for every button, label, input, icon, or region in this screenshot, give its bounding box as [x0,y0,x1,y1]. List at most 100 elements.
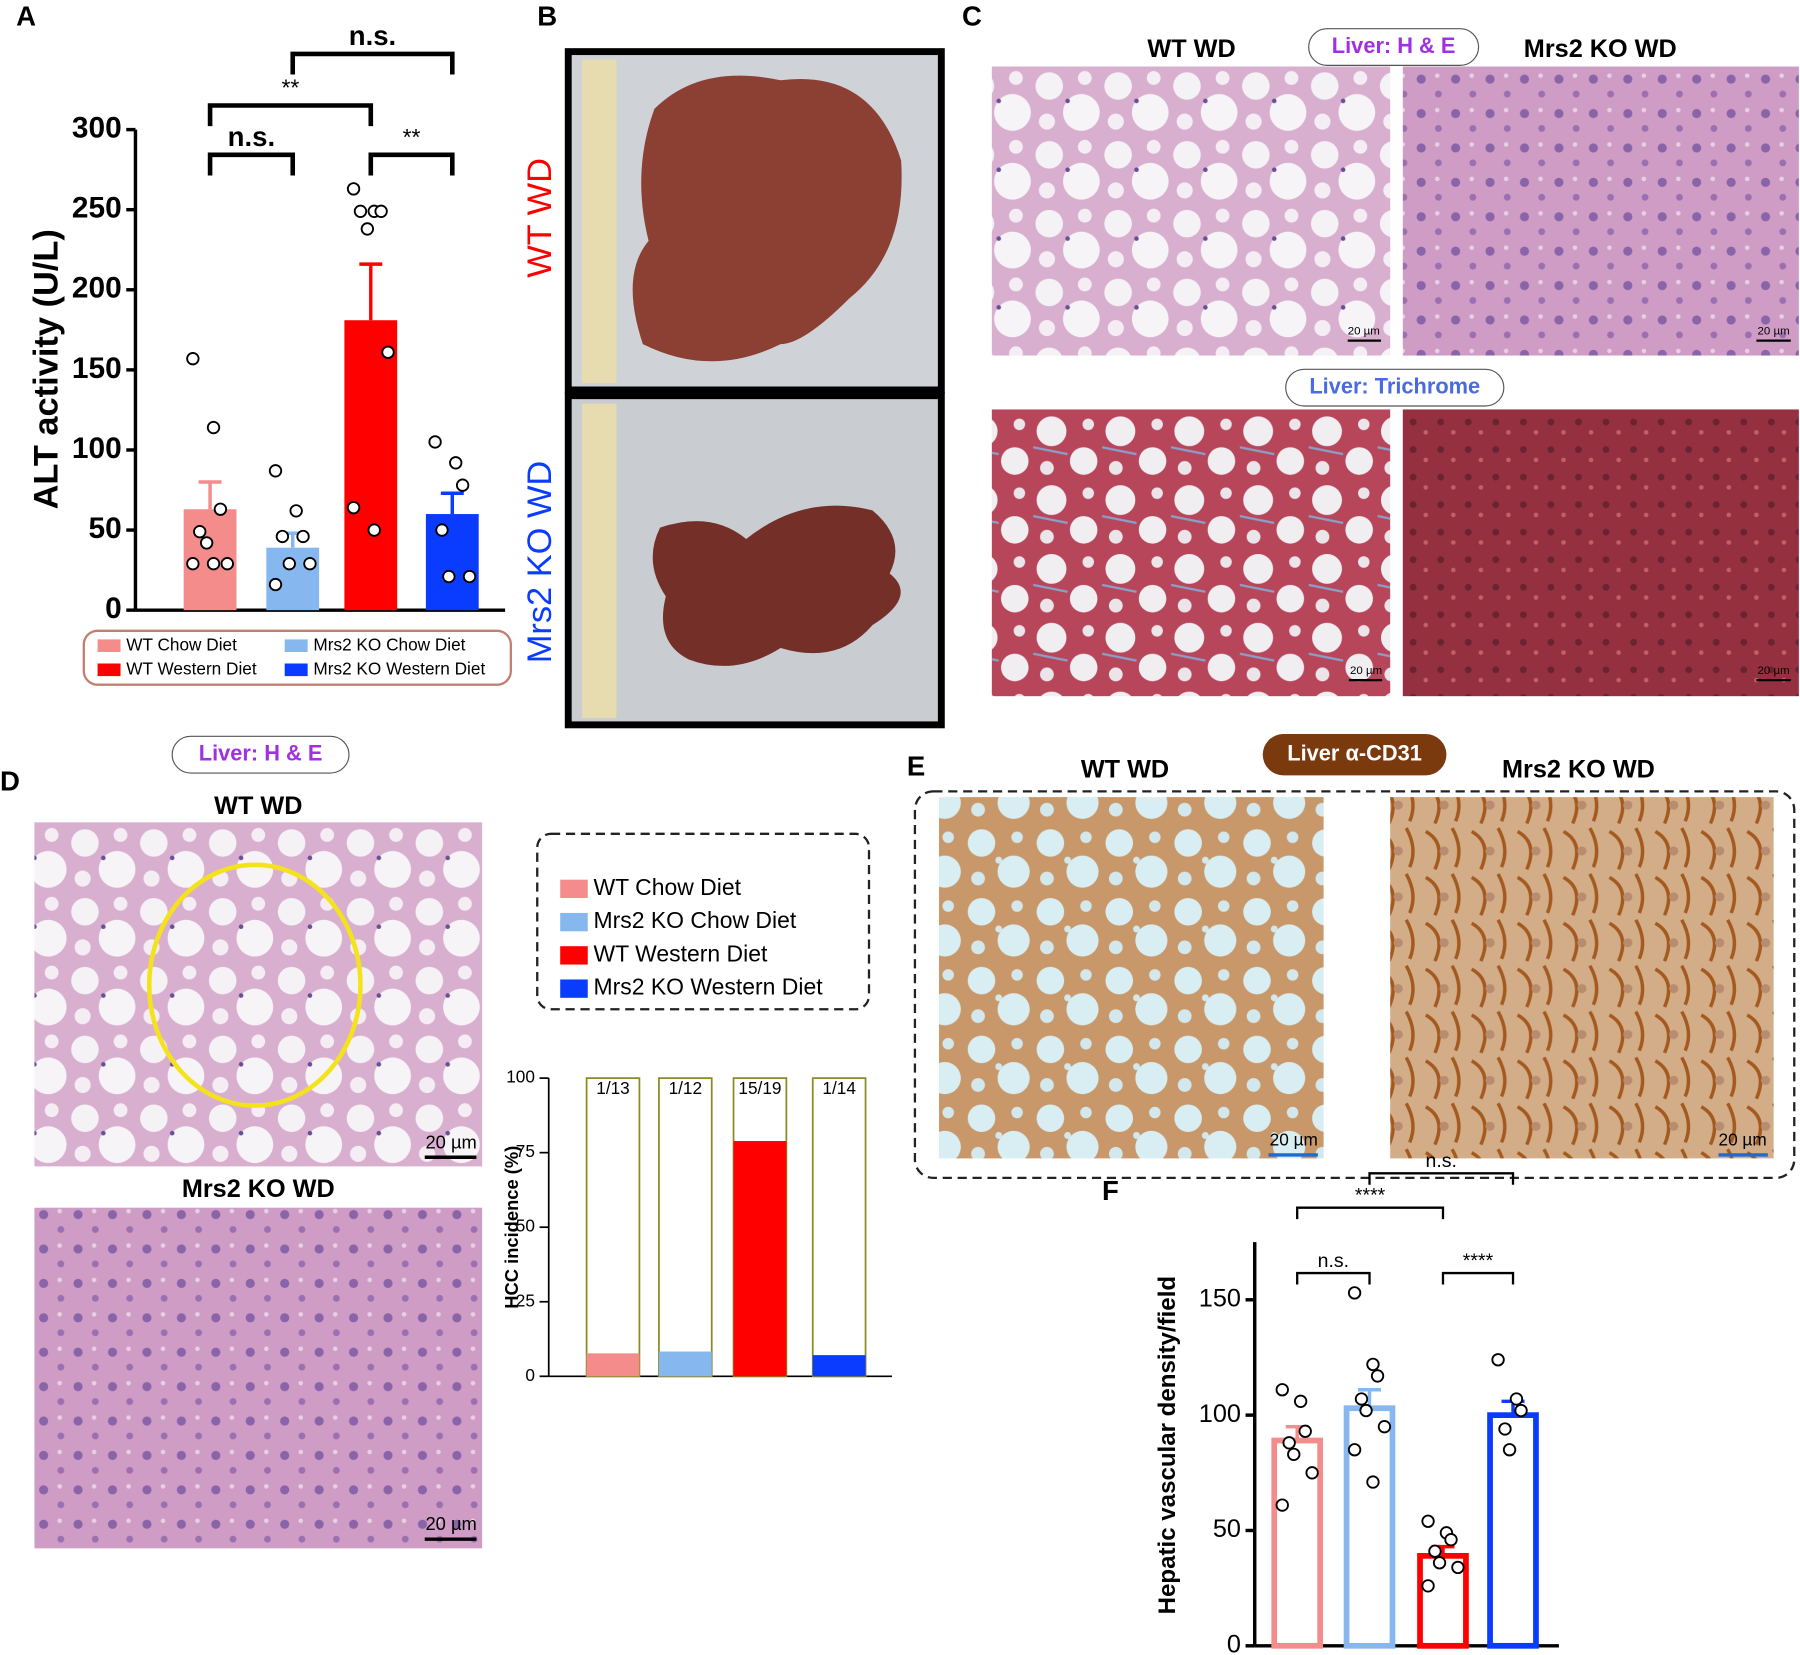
data-point [381,345,395,359]
data-point [455,478,470,492]
scale-text: 20 µm [1348,325,1380,337]
data-point [374,204,388,218]
histology-image [1390,797,1774,1159]
dashed-frame [913,790,1796,1180]
histology-image [34,1207,483,1549]
scale-bars: 20 µm 20 µm 20 µm 20 µm [1347,325,1791,682]
data-point [346,182,361,196]
data-point [186,352,200,366]
scale-text: 20 µm [425,1513,476,1534]
data-point [442,569,456,584]
y-axis-label: Hepatic vascular density/field [1154,1276,1181,1614]
y-tick-label: 150 [72,352,122,385]
ruler [582,403,617,718]
panel-label: E [907,751,925,782]
scale-text: 20 µm [425,1131,476,1152]
data-point [1428,1544,1442,1558]
data-point [1491,1353,1505,1367]
data-point [449,456,463,470]
data-point [1359,1403,1373,1418]
y-tick-label: 50 [516,1216,535,1236]
data-point [1275,1498,1289,1512]
bar [425,514,479,611]
value-label: 1/12 [669,1078,702,1098]
outline-box [585,1077,641,1378]
data-point [282,557,296,571]
data-point [1282,1436,1296,1450]
y-tick-label: 0 [105,592,122,625]
error-bar [359,262,383,321]
data-point [1421,1579,1435,1593]
data-point [1451,1560,1465,1575]
data-point [1377,1420,1392,1434]
data-point [1421,1514,1435,1528]
significance-label: **** [1355,1184,1386,1206]
stain-badge [171,735,350,774]
legend-swatch [560,979,588,998]
panel-label: F [1102,1175,1119,1206]
bar [658,1351,712,1377]
value-label: 1/14 [822,1078,856,1098]
significance-bracket [1441,1271,1515,1285]
data-point [435,523,449,537]
data-point [367,523,381,537]
stain-badge [1262,734,1447,776]
data-point [462,569,477,584]
panel-label: B [537,1,557,32]
significance-bracket [1296,1271,1371,1285]
data-point [296,529,310,544]
histology-image [991,66,1391,356]
stain-label: Liver: H & E [199,740,323,765]
y-axis-label: ALT activity (U/L) [27,229,65,509]
legend-swatch [560,879,588,899]
outline-box [658,1077,713,1378]
legend-label: Mrs2 KO Chow Diet [313,634,465,654]
panel-label: A [16,1,36,32]
data-point [1347,1443,1362,1457]
histology-image [1402,409,1799,697]
image-title: Mrs2 KO WD [182,1175,335,1203]
value-label: 1/13 [596,1078,629,1098]
data-point [1444,1533,1458,1547]
scale-text: 20 µm [1719,1130,1767,1150]
significance-label: ** [403,124,421,150]
data-point [303,557,317,571]
significance-label: ** [281,75,299,101]
scale-text: 20 µm [1270,1130,1318,1150]
legend-label: WT Chow Diet [593,874,741,900]
bar [586,1353,640,1377]
data-point [193,525,207,539]
highlight-circle [146,862,363,1108]
legend-swatch [560,912,588,932]
y-tick-label: 25 [516,1290,535,1310]
outline-box [811,1077,867,1378]
data-point [1366,1357,1380,1372]
histology-image [991,409,1391,697]
stain-badge [1308,28,1480,66]
y-tick-label: 50 [88,512,121,545]
histology-image [939,797,1324,1159]
data-point [1432,1556,1447,1570]
panel-label: C [962,1,982,32]
liver [632,75,902,362]
legend-box [82,629,512,686]
y-tick-label: 250 [72,192,122,225]
error-bar [198,480,222,510]
data-point [1498,1422,1512,1436]
y-tick-label: 0 [525,1365,535,1385]
significance-label: n.s. [1426,1150,1457,1172]
data-point [428,435,442,449]
data-point [268,464,283,478]
data-point [199,536,214,550]
legend-label: WT Western Diet [593,940,767,966]
data-point [275,529,290,544]
significance-label: n.s. [228,121,275,152]
significance-label: **** [1463,1250,1494,1272]
legend-label: Mrs2 KO Western Diet [313,658,485,678]
legend-swatch [560,946,588,965]
stain-label: Liver: H & E [1332,33,1456,58]
significance-bracket [1296,1206,1445,1220]
y-tick-label: 100 [72,432,122,465]
photo-label: WT WD [521,158,559,278]
